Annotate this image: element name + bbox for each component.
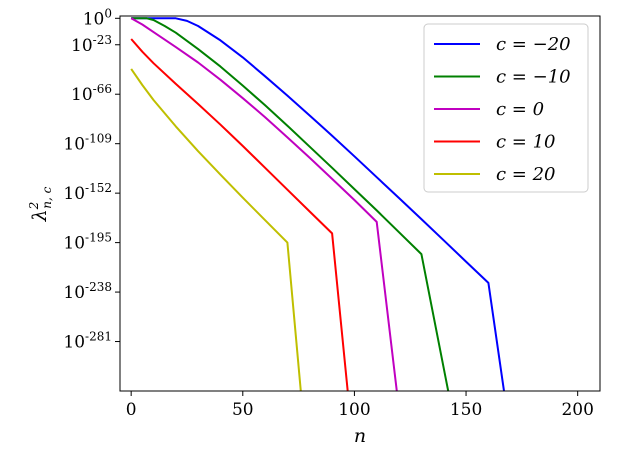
x-tick-label: 100 [338,400,370,420]
legend-label-5: c = 20 [496,164,556,185]
y-tick-label: 10-238 [63,280,112,303]
legend-label-4: c = 10 [496,132,556,153]
legend-label-1: c = −20 [496,34,571,55]
series-line-5 [130,68,302,391]
x-tick-label: 0 [126,400,137,420]
y-axis: 100 10-23 10-66 10-109 10-152 10-195 10-238 10-… [63,6,120,353]
series-line-4 [130,38,349,391]
series-line-2 [131,17,450,391]
y-tick-label: 10-281 [63,330,112,353]
y-tick-label: 10-152 [63,181,112,204]
series-line-3 [130,17,398,391]
x-axis: 0 50 100 150 200 [126,391,594,420]
y-tick-label: 10-195 [63,231,112,254]
y-tick-label: 10-66 [71,82,112,105]
series-layer [130,17,505,391]
x-tick-label: 150 [450,400,482,420]
legend-label-2: c = −10 [496,67,571,88]
x-axis-label: n [354,425,366,447]
series-line-1 [131,17,505,391]
y-tick-label: 100 [83,6,112,29]
legend-box [423,23,589,193]
legend: c = −20 c = −10 c = 0 c = 10 c = 20 [423,23,589,193]
y-tick-label: 10-23 [71,33,112,56]
y-tick-label: 10-109 [63,132,112,155]
x-tick-label: 50 [232,400,254,420]
legend-label-3: c = 0 [496,99,544,120]
y-axis-label: λ2n, c [27,186,54,222]
plot-frame [119,15,601,392]
x-tick-label: 200 [561,400,593,420]
